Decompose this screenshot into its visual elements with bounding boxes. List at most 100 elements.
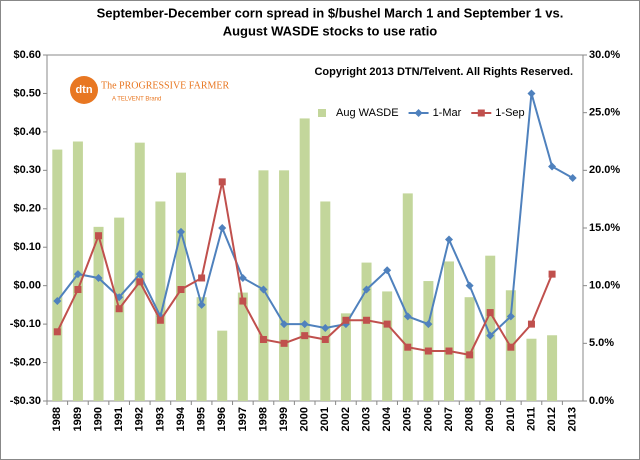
logo-name: The PROGRESSIVE FARMER <box>101 80 229 91</box>
marker <box>424 320 433 329</box>
marker <box>403 312 412 321</box>
marker <box>383 266 392 275</box>
legend-swatch <box>318 109 326 117</box>
x-tick-label: 1994 <box>175 406 187 431</box>
y-tick-label: $0.10 <box>13 241 41 253</box>
y2-tick-label: 20.0% <box>589 164 620 176</box>
x-tick-label: 2004 <box>381 406 393 431</box>
marker <box>568 174 577 183</box>
marker <box>321 323 330 332</box>
marker <box>53 328 61 336</box>
y-tick-label: $0.60 <box>13 49 41 61</box>
x-tick-label: 2005 <box>402 407 414 431</box>
y-tick-label: -$0.10 <box>10 318 41 330</box>
x-tick-label: 2010 <box>505 407 517 431</box>
x-tick-label: 2008 <box>464 407 476 431</box>
marker <box>404 343 412 351</box>
x-tick-label: 1992 <box>134 407 146 431</box>
bar <box>237 292 248 401</box>
bar <box>93 226 104 401</box>
marker <box>466 351 474 359</box>
bar <box>382 291 393 401</box>
x-tick-label: 2001 <box>319 407 331 431</box>
bar <box>196 297 207 401</box>
y-tick-label: -$0.30 <box>10 395 41 407</box>
marker <box>486 309 494 317</box>
marker <box>218 178 226 186</box>
marker <box>177 227 185 236</box>
x-tick-label: 1999 <box>278 407 290 431</box>
marker <box>280 339 288 347</box>
marker <box>115 305 123 313</box>
x-tick-label: 1996 <box>216 407 228 431</box>
marker <box>445 235 453 244</box>
marker <box>465 281 474 290</box>
x-tick-label: 1995 <box>196 407 208 431</box>
marker <box>527 320 535 328</box>
marker <box>383 320 391 328</box>
logo-mark: dtn <box>75 84 92 96</box>
marker <box>156 316 164 324</box>
bar <box>279 170 290 401</box>
bar <box>402 193 413 401</box>
x-tick-label: 1993 <box>154 407 166 431</box>
marker <box>259 335 267 343</box>
y2-tick-label: 5.0% <box>589 337 614 349</box>
bar <box>52 149 63 401</box>
bar <box>155 201 166 401</box>
y2-tick-label: 15.0% <box>589 222 620 234</box>
legend-label: 1-Mar <box>433 107 462 119</box>
chart-title: August WASDE stocks to use ratio <box>223 23 438 38</box>
marker <box>73 270 82 279</box>
x-tick-label: 1988 <box>51 407 63 431</box>
chart-title: September-December corn spread in $/bush… <box>97 5 564 20</box>
y-tick-label: $0.20 <box>13 203 41 215</box>
marker <box>548 162 557 171</box>
bar <box>361 262 372 401</box>
bar <box>340 313 351 401</box>
marker <box>321 335 329 343</box>
bar <box>464 297 475 401</box>
marker <box>239 297 247 305</box>
marker <box>218 224 227 232</box>
y-tick-label: $0.30 <box>13 164 41 176</box>
bar <box>485 255 496 401</box>
bar <box>217 330 228 401</box>
bar <box>299 118 310 401</box>
marker <box>135 270 144 279</box>
marker <box>280 320 289 329</box>
marker <box>259 285 268 294</box>
marker <box>74 286 82 294</box>
marker <box>548 270 556 278</box>
y2-tick-label: 30.0% <box>589 49 620 61</box>
marker <box>445 347 453 355</box>
marker <box>197 300 206 309</box>
marker <box>53 297 62 306</box>
x-tick-label: 2002 <box>340 407 352 431</box>
y2-tick-label: 25.0% <box>589 107 620 119</box>
x-tick-label: 2007 <box>443 407 455 431</box>
legend-marker <box>414 109 423 117</box>
x-tick-label: 2009 <box>484 407 496 431</box>
marker <box>301 332 309 340</box>
x-tick-label: 2012 <box>546 407 558 431</box>
bar <box>423 281 434 401</box>
y2-tick-label: 0.0% <box>589 395 614 407</box>
marker <box>342 316 350 324</box>
x-tick-label: 1991 <box>113 407 125 431</box>
y-tick-label: $0.50 <box>13 87 41 99</box>
x-tick-label: 1998 <box>257 407 269 431</box>
y2-tick-label: 10.0% <box>589 280 620 292</box>
marker <box>198 274 206 282</box>
y-tick-label: $0.00 <box>13 280 41 292</box>
logo-badge <box>70 76 98 104</box>
marker <box>486 331 495 340</box>
x-tick-label: 2003 <box>360 407 372 431</box>
y-tick-label: $0.40 <box>13 126 41 138</box>
x-tick-label: 1997 <box>237 407 249 431</box>
bar <box>444 261 454 401</box>
marker <box>136 278 144 286</box>
x-tick-label: 2000 <box>299 407 311 431</box>
y-tick-label: -$0.20 <box>10 356 41 368</box>
